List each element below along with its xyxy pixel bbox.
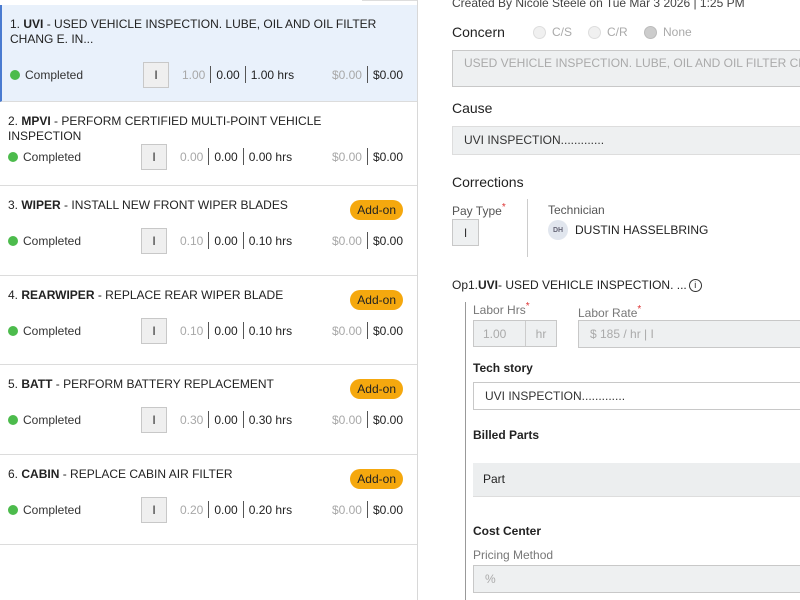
operation-row[interactable]: 1. UVI - USED VEHICLE INSPECTION. LUBE, …	[0, 5, 417, 102]
hours-values: 0.10 0.00 0.10 hrs	[180, 322, 293, 339]
created-by-text: Created By Nicole Steele on Tue Mar 3 20…	[452, 0, 745, 10]
radio-selected-icon	[644, 25, 657, 39]
labor-hrs-label: Labor Hrs*	[473, 301, 530, 317]
concern-radio-cs[interactable]: C/S	[533, 25, 572, 39]
billed-parts-label: Billed Parts	[473, 428, 540, 442]
operation-title: 4. REARWIPER - REPLACE REAR WIPER BLADE	[8, 288, 284, 302]
operation-row[interactable]: 6. CABIN - REPLACE CABIN AIR FILTER Add-o…	[0, 455, 417, 545]
concern-heading: Concern	[452, 24, 505, 40]
pay-type-button[interactable]: I	[141, 407, 167, 433]
radio-icon	[588, 25, 601, 39]
operation-row[interactable]: 5. BATT - PERFORM BATTERY REPLACEMENT Add…	[0, 365, 417, 455]
hours-values: 0.20 0.00 0.20 hrs	[180, 501, 293, 518]
pay-type-button[interactable]: I	[141, 144, 167, 170]
status: Completed	[8, 150, 81, 164]
labor-rate-label: Labor Rate*	[578, 304, 642, 320]
technician-label: Technician	[548, 203, 605, 217]
operations-list: 1. UVI - USED VEHICLE INSPECTION. LUBE, …	[0, 0, 418, 600]
pay-type-button[interactable]: I	[141, 497, 167, 523]
hours-values: 0.10 0.00 0.10 hrs	[180, 232, 293, 249]
status: Completed	[8, 413, 81, 427]
operation-row[interactable]: 2. MPVI - PERFORM CERTIFIED MULTI-POINT …	[0, 102, 417, 186]
cause-heading: Cause	[452, 100, 493, 116]
cost-values: $0.00 $0.00	[331, 232, 403, 249]
status: Completed	[8, 324, 81, 338]
pricing-method-input[interactable]: %	[473, 565, 800, 593]
hours-values: 0.30 0.00 0.30 hrs	[180, 411, 293, 428]
technician[interactable]: DH DUSTIN HASSELBRING	[548, 220, 708, 240]
status: Completed	[8, 234, 81, 248]
cost-values: $0.00 $0.00	[331, 411, 403, 428]
add-on-badge: Add-on	[350, 469, 403, 489]
labor-rate-input[interactable]: $ 185 / hr | I	[578, 320, 800, 348]
operation-row[interactable]: 3. WIPER - INSTALL NEW FRONT WIPER BLADE…	[0, 186, 417, 276]
divider	[527, 199, 528, 257]
cause-input[interactable]: UVI INSPECTION.............	[452, 126, 800, 155]
tech-story-input[interactable]: UVI INSPECTION.............	[473, 382, 800, 410]
operation-title: 3. WIPER - INSTALL NEW FRONT WIPER BLADE…	[8, 198, 288, 212]
pricing-method-label: Pricing Method	[473, 548, 554, 562]
operation-detail-panel: Created By Nicole Steele on Tue Mar 3 20…	[452, 0, 800, 600]
labor-hrs-input[interactable]: 1.00 hr	[473, 320, 557, 347]
add-on-badge: Add-on	[350, 200, 403, 220]
info-icon[interactable]: i	[688, 278, 702, 292]
tech-story-label: Tech story	[473, 361, 533, 375]
pay-type-button[interactable]: I	[141, 318, 167, 344]
operation-title: 1. UVI - USED VEHICLE INSPECTION. LUBE, …	[10, 17, 377, 46]
hours-values: 0.00 0.00 0.00 hrs	[180, 148, 293, 165]
op-section-border	[465, 302, 466, 600]
status-dot-icon	[8, 415, 18, 425]
status-dot-icon	[8, 152, 18, 162]
operation-row[interactable]: 4. REARWIPER - REPLACE REAR WIPER BLADE A…	[0, 276, 417, 365]
concern-radio-cr[interactable]: C/R	[588, 25, 628, 39]
cost-values: $0.00 $0.00	[331, 148, 403, 165]
divider	[362, 0, 417, 6]
status-dot-icon	[8, 236, 18, 246]
parts-table-header: Part	[473, 463, 800, 497]
cost-values: $0.00 $0.00	[331, 66, 403, 83]
pay-type-button[interactable]: I	[141, 228, 167, 254]
status-dot-icon	[8, 326, 18, 336]
operation-title: 5. BATT - PERFORM BATTERY REPLACEMENT	[8, 377, 274, 391]
pay-type-label: Pay Type*	[452, 202, 506, 218]
concern-textarea[interactable]: USED VEHICLE INSPECTION. LUBE, OIL AND O…	[452, 50, 800, 87]
avatar: DH	[548, 220, 568, 240]
corrections-heading: Corrections	[452, 174, 524, 190]
status: Completed	[10, 68, 83, 82]
pay-type-button[interactable]: I	[143, 62, 169, 88]
cost-center-label: Cost Center	[473, 524, 542, 538]
hours-values: 1.00 0.00 1.00 hrs	[182, 66, 295, 83]
radio-icon	[533, 25, 546, 39]
cost-values: $0.00 $0.00	[331, 501, 403, 518]
operation-title: 6. CABIN - REPLACE CABIN AIR FILTER	[8, 467, 233, 481]
add-on-badge: Add-on	[350, 379, 403, 399]
status: Completed	[8, 503, 81, 517]
status-dot-icon	[8, 505, 18, 515]
concern-radio-none[interactable]: None	[644, 25, 692, 39]
add-on-badge: Add-on	[350, 290, 403, 310]
pay-type-field[interactable]: I	[452, 219, 479, 246]
op-title: Op1. UVI - USED VEHICLE INSPECTION. ... i	[452, 278, 702, 292]
cost-values: $0.00 $0.00	[331, 322, 403, 339]
operation-title: 2. MPVI - PERFORM CERTIFIED MULTI-POINT …	[8, 114, 322, 143]
status-dot-icon	[10, 70, 20, 80]
